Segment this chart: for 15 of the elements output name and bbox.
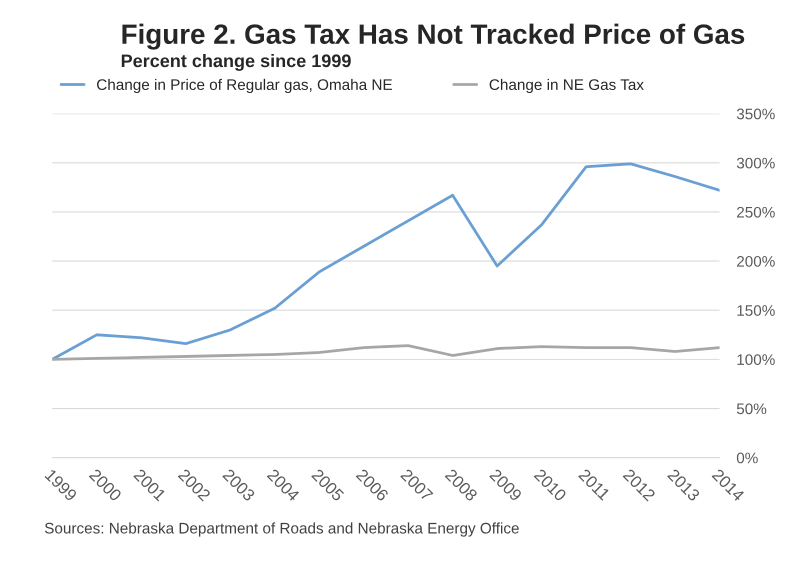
y-tick-label: 200% [737, 256, 775, 267]
line-series [52, 162, 720, 361]
y-tick-label: 100% [737, 354, 775, 366]
legend-label: Change in Price of Regular gas, Omaha NE [97, 78, 392, 94]
y-tick-label: 0% [736, 452, 758, 464]
y-tick-label: 150% [737, 305, 775, 316]
y-tick-label: 300% [736, 158, 775, 169]
source-note: Sources: Nebraska Department of Roads and Nebraska Energy Office [44, 522, 519, 537]
line-series [52, 344, 720, 361]
chart-title: Figure 2. Gas Tax Has Not Tracked Price of Gas [122, 24, 744, 50]
y-tick-label: 350% [736, 108, 775, 120]
y-tick-label: 50% [736, 403, 766, 414]
y-tick-label: 250% [737, 206, 775, 218]
legend-label: Change in NE Gas Tax [490, 78, 644, 94]
chart-subtitle: Percent change since 1999 [122, 54, 351, 71]
